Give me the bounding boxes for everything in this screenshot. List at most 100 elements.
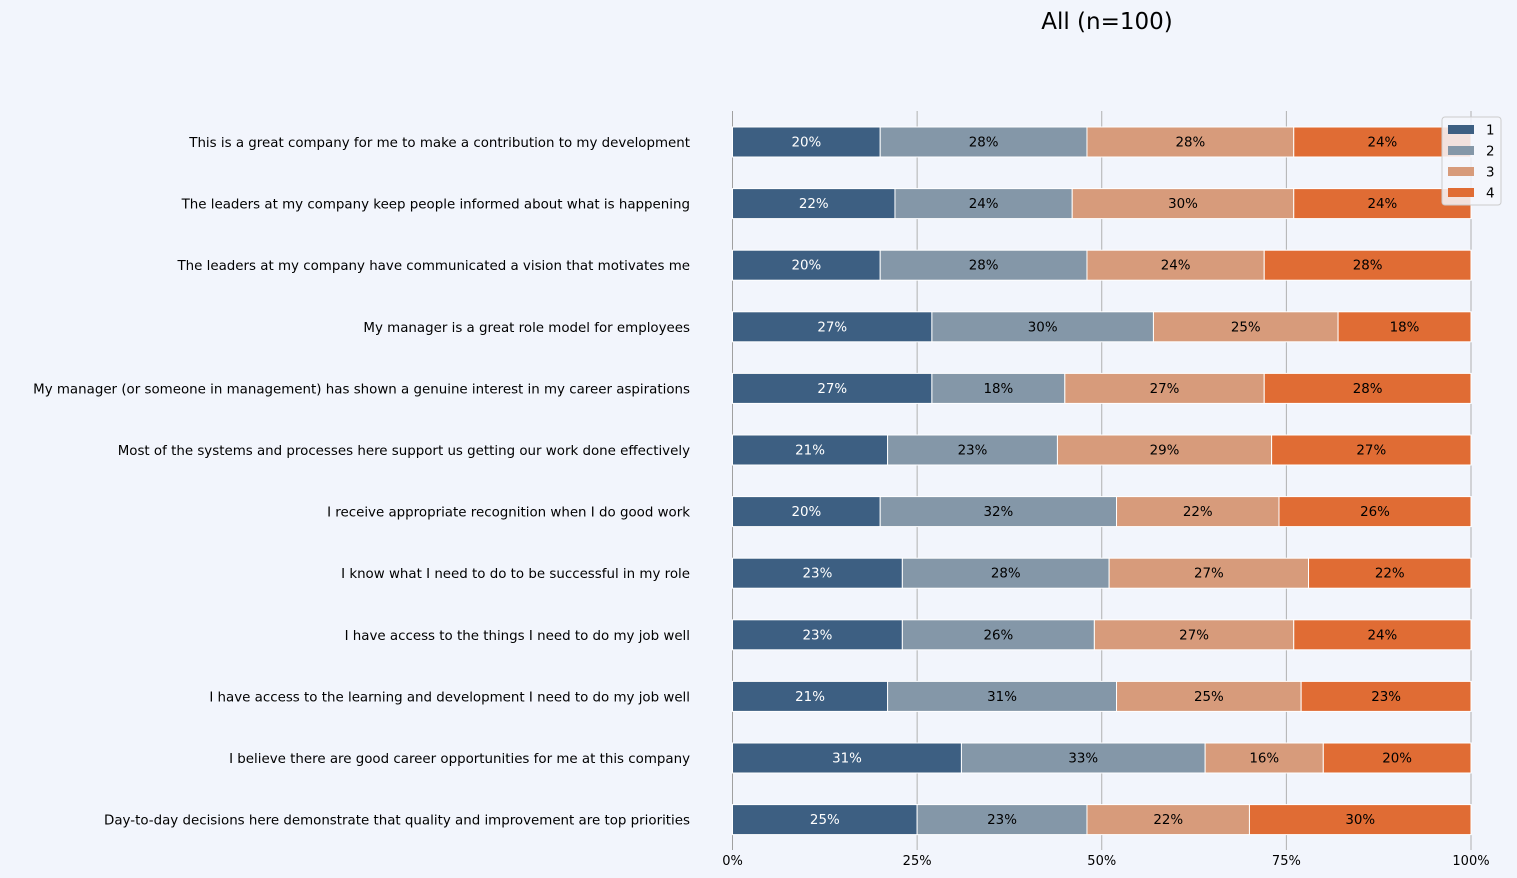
bar-segment-series-2 <box>916 804 1088 836</box>
bar-segment-series-4 <box>1300 680 1472 712</box>
data-label-series-2: 30% <box>1028 320 1058 335</box>
data-label-series-2: 33% <box>1068 752 1098 767</box>
category-labels: This is a great company for me to make a… <box>33 136 690 829</box>
x-axis-ticks: 0% 25% 50% 75% 100% <box>722 854 1489 869</box>
category-label: My manager is a great role model for emp… <box>363 321 690 336</box>
bars: 20% 28% 28% 24% 22% 24% 30% 24% 20% 28% 24% 28% 27% 3… <box>732 126 1472 836</box>
bar-segment-series-2 <box>887 434 1058 466</box>
data-label-series-1: 27% <box>817 320 847 335</box>
data-label-series-4: 28% <box>1353 382 1383 397</box>
legend-swatch-series-1 <box>1448 125 1474 134</box>
bar-segment-series-1 <box>732 434 889 466</box>
data-label-series-1: 20% <box>791 505 821 520</box>
x-tick-label: 50% <box>1087 854 1116 869</box>
bar-segment-series-4 <box>1278 496 1472 528</box>
data-label-series-1: 22% <box>799 197 829 212</box>
data-label-series-1: 31% <box>832 752 862 767</box>
legend-swatch-series-2 <box>1448 146 1474 155</box>
category-label: I have access to the learning and develo… <box>209 690 690 705</box>
legend-label-series-2: 2 <box>1486 145 1495 160</box>
data-label-series-1: 20% <box>791 259 821 274</box>
legend-swatch-series-3 <box>1448 167 1474 176</box>
bar-segment-series-2 <box>901 619 1095 651</box>
bar-segment-series-3 <box>1116 680 1302 712</box>
bar-segment-series-4 <box>1293 188 1472 220</box>
category-label: I know what I need to do to be successfu… <box>341 567 690 582</box>
bar-segment-series-3 <box>1056 434 1273 466</box>
data-label-series-2: 23% <box>958 444 988 459</box>
bar-segment-series-3 <box>1108 557 1310 589</box>
x-tick-label: 100% <box>1452 854 1489 869</box>
data-label-series-1: 27% <box>817 382 847 397</box>
bar-segment-series-4 <box>1271 434 1472 466</box>
category-label: The leaders at my company keep people in… <box>181 198 690 213</box>
bar-segment-series-4 <box>1322 742 1472 774</box>
bar-segment-series-2 <box>879 496 1118 528</box>
bar-segment-series-2 <box>887 680 1118 712</box>
data-label-series-1: 23% <box>803 628 833 643</box>
data-label-series-4: 20% <box>1382 752 1412 767</box>
data-label-series-1: 25% <box>810 813 840 828</box>
bar-segment-series-2 <box>894 188 1073 220</box>
bar-segment-series-2 <box>901 557 1110 589</box>
gridlines <box>732 111 1472 850</box>
data-label-series-2: 28% <box>969 259 999 274</box>
x-tick-label: 25% <box>903 854 932 869</box>
data-label-series-4: 24% <box>1367 628 1397 643</box>
data-label-series-4: 30% <box>1345 813 1375 828</box>
bar-segment-series-4 <box>1293 126 1472 158</box>
data-label-series-2: 24% <box>969 197 999 212</box>
data-label-series-3: 27% <box>1150 382 1180 397</box>
data-label-series-3: 16% <box>1249 752 1279 767</box>
legend-box <box>1441 116 1502 206</box>
bar-segment-series-3 <box>1086 249 1265 281</box>
bar-segment-series-3 <box>1116 496 1280 528</box>
data-label-series-1: 21% <box>795 444 825 459</box>
bar-segment-series-4 <box>1308 557 1472 589</box>
bar-segment-series-1 <box>732 372 933 404</box>
bar-segment-series-2 <box>931 372 1066 404</box>
data-label-series-2: 28% <box>991 567 1021 582</box>
data-label-series-4: 23% <box>1371 690 1401 705</box>
data-label-series-2: 18% <box>983 382 1013 397</box>
bar-segment-series-1 <box>732 496 881 528</box>
data-label-series-3: 27% <box>1194 567 1224 582</box>
data-label-series-4: 27% <box>1356 444 1386 459</box>
bar-segment-series-1 <box>732 126 881 158</box>
bar-segment-series-1 <box>732 619 903 651</box>
bar-segment-series-1 <box>732 680 889 712</box>
bar-segment-series-1 <box>732 742 962 774</box>
data-label-series-3: 29% <box>1150 444 1180 459</box>
category-label: I have access to the things I need to do… <box>345 629 690 644</box>
bar-segment-series-4 <box>1263 372 1472 404</box>
data-label-series-2: 23% <box>987 813 1017 828</box>
x-tick-label: 75% <box>1272 854 1301 869</box>
legend-swatch-series-4 <box>1448 188 1474 197</box>
data-label-series-4: 26% <box>1360 505 1390 520</box>
category-label: This is a great company for me to make a… <box>188 136 690 151</box>
category-label: Day-to-day decisions here demonstrate th… <box>104 814 690 829</box>
legend: 1 2 3 4 <box>1441 116 1502 206</box>
legend-label-series-3: 3 <box>1486 166 1495 181</box>
category-label: The leaders at my company have communica… <box>176 259 690 274</box>
bar-segment-series-4 <box>1337 311 1472 343</box>
data-label-series-4: 24% <box>1367 136 1397 151</box>
bar-segment-series-2 <box>960 742 1206 774</box>
bar-segment-series-3 <box>1064 372 1265 404</box>
chart-title: All (n=100) <box>1041 9 1173 35</box>
bar-segment-series-2 <box>879 126 1088 158</box>
data-label-series-4: 28% <box>1353 259 1383 274</box>
data-label-series-3: 24% <box>1161 259 1191 274</box>
bar-segment-series-4 <box>1293 619 1472 651</box>
data-label-series-3: 22% <box>1153 813 1183 828</box>
x-tick-label: 0% <box>722 854 743 869</box>
data-label-series-3: 28% <box>1175 136 1205 151</box>
data-label-series-4: 22% <box>1375 567 1405 582</box>
data-label-series-3: 25% <box>1231 320 1261 335</box>
data-label-series-4: 24% <box>1367 197 1397 212</box>
bar-segment-series-4 <box>1248 804 1472 836</box>
data-label-series-1: 21% <box>795 690 825 705</box>
data-label-series-3: 25% <box>1194 690 1224 705</box>
